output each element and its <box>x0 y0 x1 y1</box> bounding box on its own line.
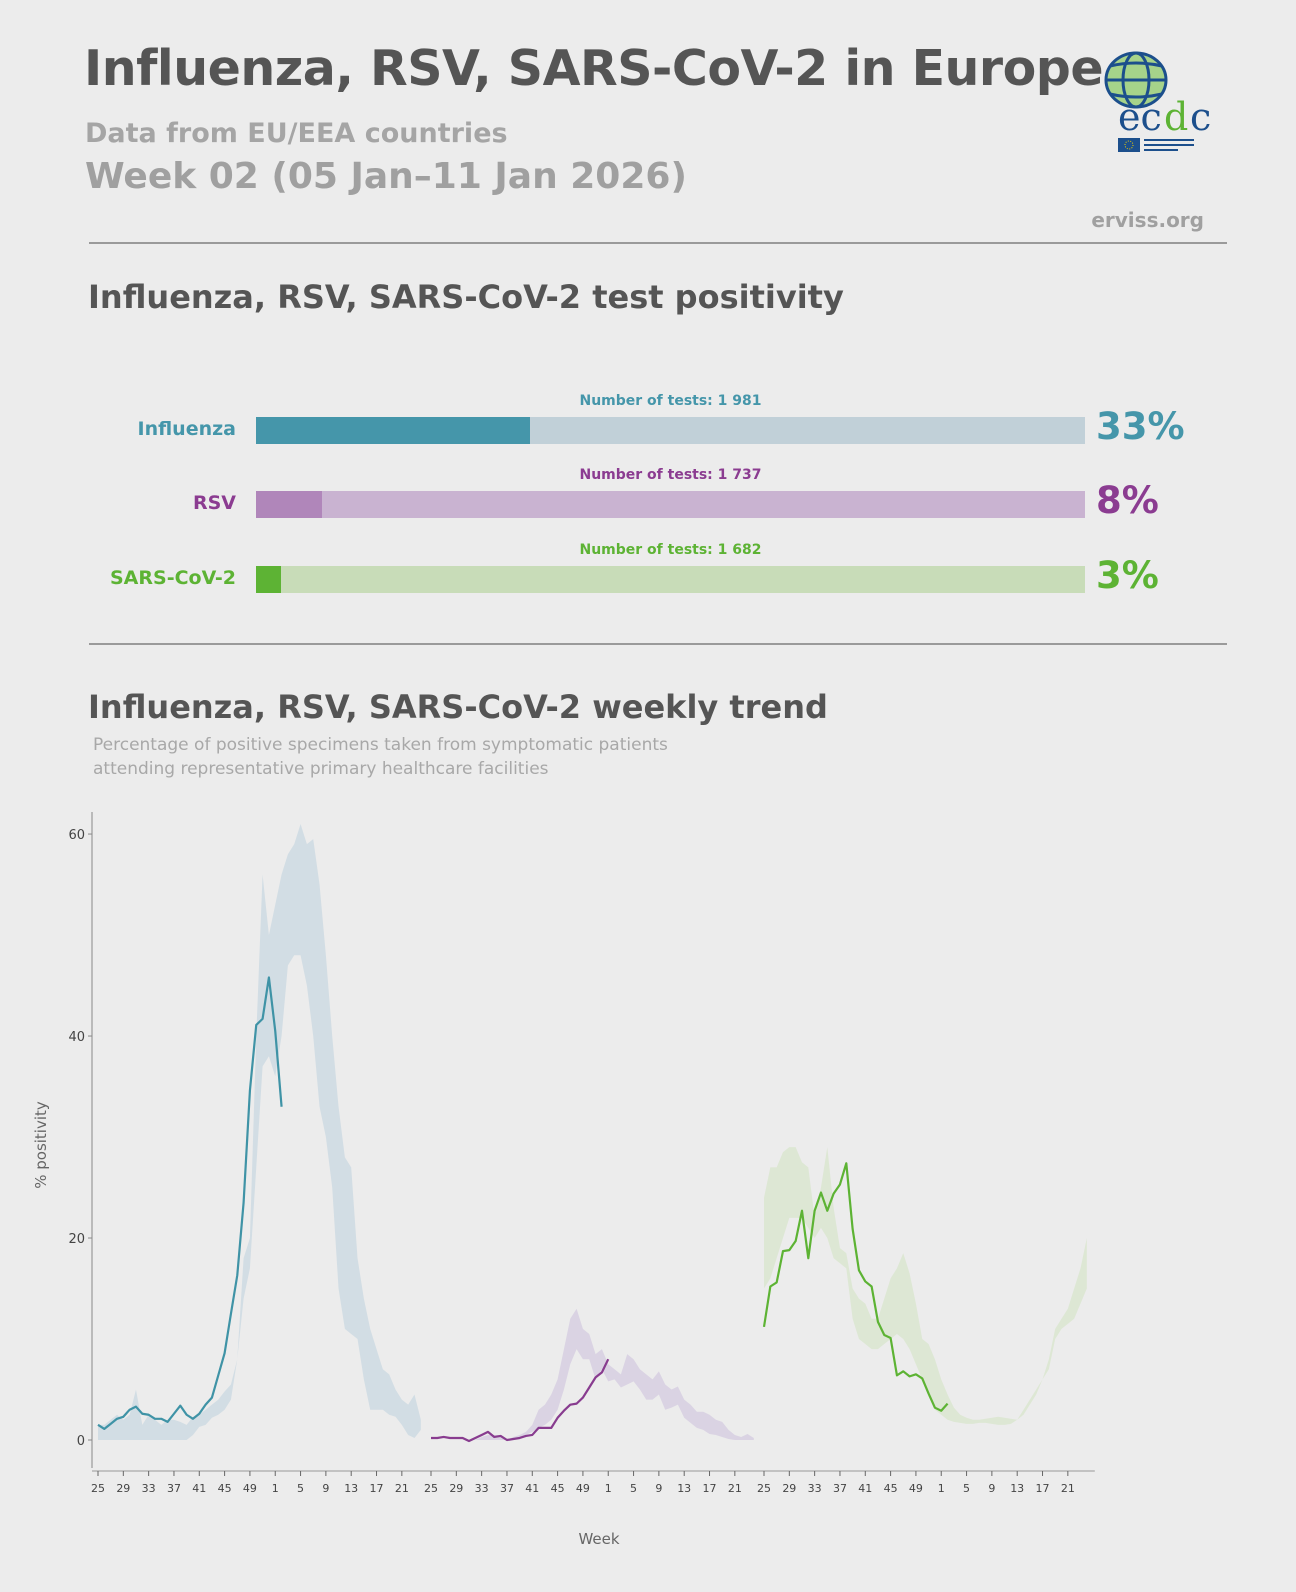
x-tick-label: 17 <box>703 1482 717 1495</box>
x-tick-label: 37 <box>500 1482 514 1495</box>
x-tick-label: 33 <box>142 1482 156 1495</box>
number-of-tests: Number of tests: 1 737 <box>579 467 762 483</box>
positivity-bar-fill <box>256 491 323 518</box>
x-tick-label: 25 <box>424 1482 438 1495</box>
divider <box>89 242 1227 244</box>
trend-note-line: Percentage of positive specimens taken f… <box>93 735 668 755</box>
x-tick-label: 33 <box>808 1482 822 1495</box>
x-tick-label: 25 <box>91 1482 105 1495</box>
x-tick-label: 21 <box>1061 1482 1075 1495</box>
x-tick-label: 41 <box>858 1482 872 1495</box>
x-tick-label: 49 <box>909 1482 923 1495</box>
x-tick-label: 29 <box>449 1482 463 1495</box>
positivity-bar-fill <box>256 417 530 444</box>
divider <box>89 643 1227 645</box>
x-tick-label: 29 <box>782 1482 796 1495</box>
x-axis-label: Week <box>578 1530 619 1548</box>
x-tick-label: 5 <box>963 1482 970 1495</box>
trend-heading: Influenza, RSV, SARS-CoV-2 weekly trend <box>88 688 828 726</box>
x-tick-label: 21 <box>728 1482 742 1495</box>
number-of-tests: Number of tests: 1 981 <box>579 393 762 409</box>
series-line-sars-cov-2 <box>762 1162 949 1412</box>
reporting-week: Week 02 (05 Jan–11 Jan 2026) <box>85 156 687 197</box>
y-tick-label: 0 <box>77 1434 85 1449</box>
series-line-rsv <box>431 1358 610 1443</box>
x-tick-label: 1 <box>272 1482 279 1495</box>
x-tick-label: 5 <box>297 1482 304 1495</box>
x-tick-label: 1 <box>938 1482 945 1495</box>
x-tick-label: 9 <box>322 1482 329 1495</box>
page-subtitle: Data from EU/EEA countries <box>85 118 508 149</box>
positivity-bar-track <box>256 566 1085 593</box>
ecdc-logo: ec d c <box>1104 51 1211 152</box>
svg-text:c: c <box>1190 95 1211 139</box>
y-axis-label: % positivity <box>32 1101 50 1189</box>
positivity-percent: 8% <box>1096 479 1159 522</box>
x-tick-label: 9 <box>988 1482 995 1495</box>
bar-label: Influenza <box>137 418 237 440</box>
x-tick-label: 29 <box>116 1482 130 1495</box>
x-tick-label: 13 <box>677 1482 691 1495</box>
x-tick-label: 45 <box>218 1482 232 1495</box>
x-tick-label: 21 <box>395 1482 409 1495</box>
x-tick-label: 9 <box>655 1482 662 1495</box>
x-tick-label: 25 <box>757 1482 771 1495</box>
x-tick-label: 49 <box>243 1482 257 1495</box>
trend-note-line: attending representative primary healthc… <box>93 759 549 779</box>
y-tick-label: 60 <box>68 828 85 843</box>
x-tick-label: 41 <box>192 1482 206 1495</box>
series-line-influenza <box>97 976 283 1430</box>
positivity-percent: 33% <box>1096 405 1185 448</box>
x-tick-label: 5 <box>630 1482 637 1495</box>
x-tick-label: 45 <box>884 1482 898 1495</box>
positivity-bar-track <box>256 491 1085 518</box>
bar-label: SARS-CoV-2 <box>109 567 236 589</box>
y-tick-label: 40 <box>68 1030 85 1045</box>
x-tick-label: 17 <box>1036 1482 1050 1495</box>
x-tick-label: 37 <box>167 1482 181 1495</box>
x-tick-label: 41 <box>525 1482 539 1495</box>
bar-label: RSV <box>192 492 236 514</box>
number-of-tests: Number of tests: 1 682 <box>579 542 762 558</box>
positivity-bar-fill <box>256 566 281 593</box>
weekly-trend-chart: 0 20 40 60 % positivity Week 25 29 33 37 41 45 49 1 5 9… <box>32 812 1095 1548</box>
historical-range-band-sars-cov-2 <box>764 1147 1087 1425</box>
trend-note: Percentage of positive specimens taken f… <box>93 733 793 781</box>
site-link[interactable]: erviss.org <box>1091 208 1204 232</box>
x-tick-label: 1 <box>605 1482 612 1495</box>
x-tick-label: 33 <box>475 1482 489 1495</box>
x-tick-label: 13 <box>1010 1482 1024 1495</box>
x-tick-label: 17 <box>370 1482 384 1495</box>
page-title: Influenza, RSV, SARS-CoV-2 in Europe <box>84 40 1104 97</box>
positivity-bar-track <box>256 417 1085 444</box>
positivity-heading: Influenza, RSV, SARS-CoV-2 test positivi… <box>88 278 844 316</box>
historical-range-band-rsv <box>431 1308 754 1440</box>
x-tick-label: 45 <box>551 1482 565 1495</box>
svg-text:ec: ec <box>1118 95 1162 139</box>
svg-text:d: d <box>1164 95 1188 139</box>
y-tick-label: 20 <box>68 1232 85 1247</box>
historical-range-band-influenza <box>98 823 421 1440</box>
x-tick-label: 13 <box>344 1482 358 1495</box>
positivity-percent: 3% <box>1096 554 1159 597</box>
x-tick-label: 37 <box>833 1482 847 1495</box>
x-tick-label: 49 <box>576 1482 590 1495</box>
